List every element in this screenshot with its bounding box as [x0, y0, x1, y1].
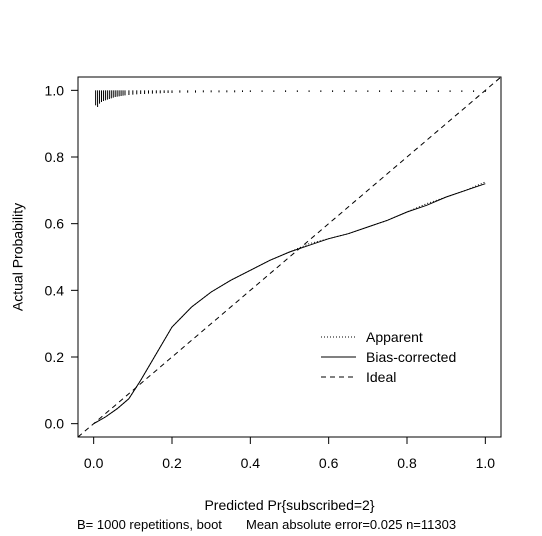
- plot-frame: [77, 76, 502, 438]
- caption-repetitions: B= 1000 repetitions, boot: [77, 517, 222, 532]
- series-bias-corrected-line: [93, 183, 486, 425]
- y-tick-label: 0.6: [45, 216, 65, 232]
- series-apparent-line: [93, 181, 486, 425]
- y-tick-label: 0.2: [45, 349, 65, 365]
- x-tick-label: 0.0: [84, 455, 104, 471]
- x-tick-label: 0.8: [397, 455, 417, 471]
- x-tick-label: 1.0: [476, 455, 496, 471]
- y-tick-label: 0.0: [45, 416, 65, 432]
- legend-label: Bias-corrected: [366, 349, 456, 365]
- y-axis-title: Actual Probability: [10, 203, 26, 311]
- series-ideal-line: [78, 77, 501, 437]
- caption-error: Mean absolute error=0.025 n=11303: [246, 517, 456, 532]
- y-tick-label: 1.0: [45, 82, 65, 98]
- x-axis: 0.0 0.2 0.4 0.6 0.8 1.0: [84, 437, 495, 471]
- legend-label: Apparent: [366, 329, 423, 345]
- x-tick-label: 0.4: [241, 455, 261, 471]
- x-tick-label: 0.6: [319, 455, 339, 471]
- legend-label: Ideal: [366, 369, 396, 385]
- x-tick-label: 0.2: [162, 455, 182, 471]
- y-axis: 0.0 0.2 0.4 0.6 0.8 1.0: [45, 82, 78, 432]
- series-lines: [78, 77, 501, 437]
- legend: Apparent Bias-corrected Ideal: [321, 329, 456, 385]
- y-tick-label: 0.8: [45, 149, 65, 165]
- y-tick-label: 0.4: [45, 282, 65, 298]
- x-axis-title: Predicted Pr{subscribed=2}: [204, 497, 374, 513]
- rug-marks: [95, 90, 486, 107]
